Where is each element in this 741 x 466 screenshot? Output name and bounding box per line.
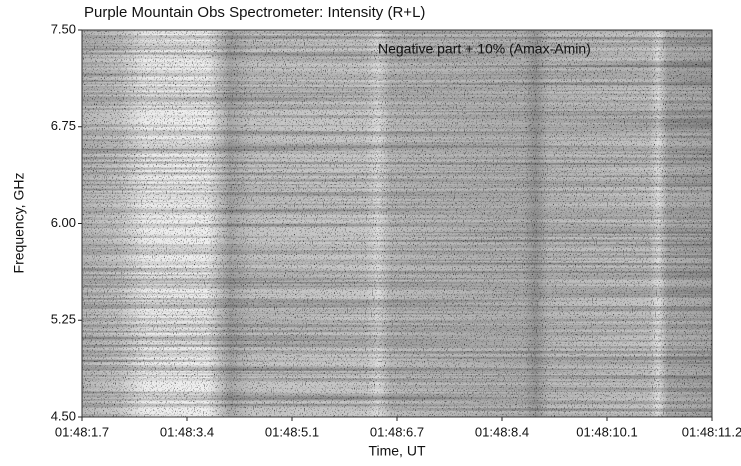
x-tick-label: 01:48:8.4: [475, 424, 529, 439]
spectrogram-image: [82, 30, 712, 417]
x-tick-label: 01:48:1.7: [55, 424, 109, 439]
y-tick-label: 7.50: [51, 21, 76, 36]
chart-title: Purple Mountain Obs Spectrometer: Intens…: [84, 4, 425, 21]
x-axis-label: Time, UT: [368, 443, 425, 459]
noise-speckle: [82, 30, 712, 417]
y-axis-label: Frequency, GHz: [11, 173, 27, 274]
y-tick-label: 5.25: [51, 312, 76, 327]
x-tick-label: 01:48:10.1: [576, 424, 637, 439]
annotation: Negative part + 10% (Amax-Amin): [378, 41, 591, 57]
x-tick-label: 01:48:6.7: [370, 424, 424, 439]
y-tick-label: 6.75: [51, 118, 76, 133]
x-tick-label: 01:48:11.2: [682, 424, 741, 439]
y-tick-label: 6.00: [51, 215, 76, 230]
x-tick-label: 01:48:5.1: [265, 424, 319, 439]
x-tick-label: 01:48:3.4: [160, 424, 214, 439]
y-tick-label: 4.50: [51, 408, 76, 423]
